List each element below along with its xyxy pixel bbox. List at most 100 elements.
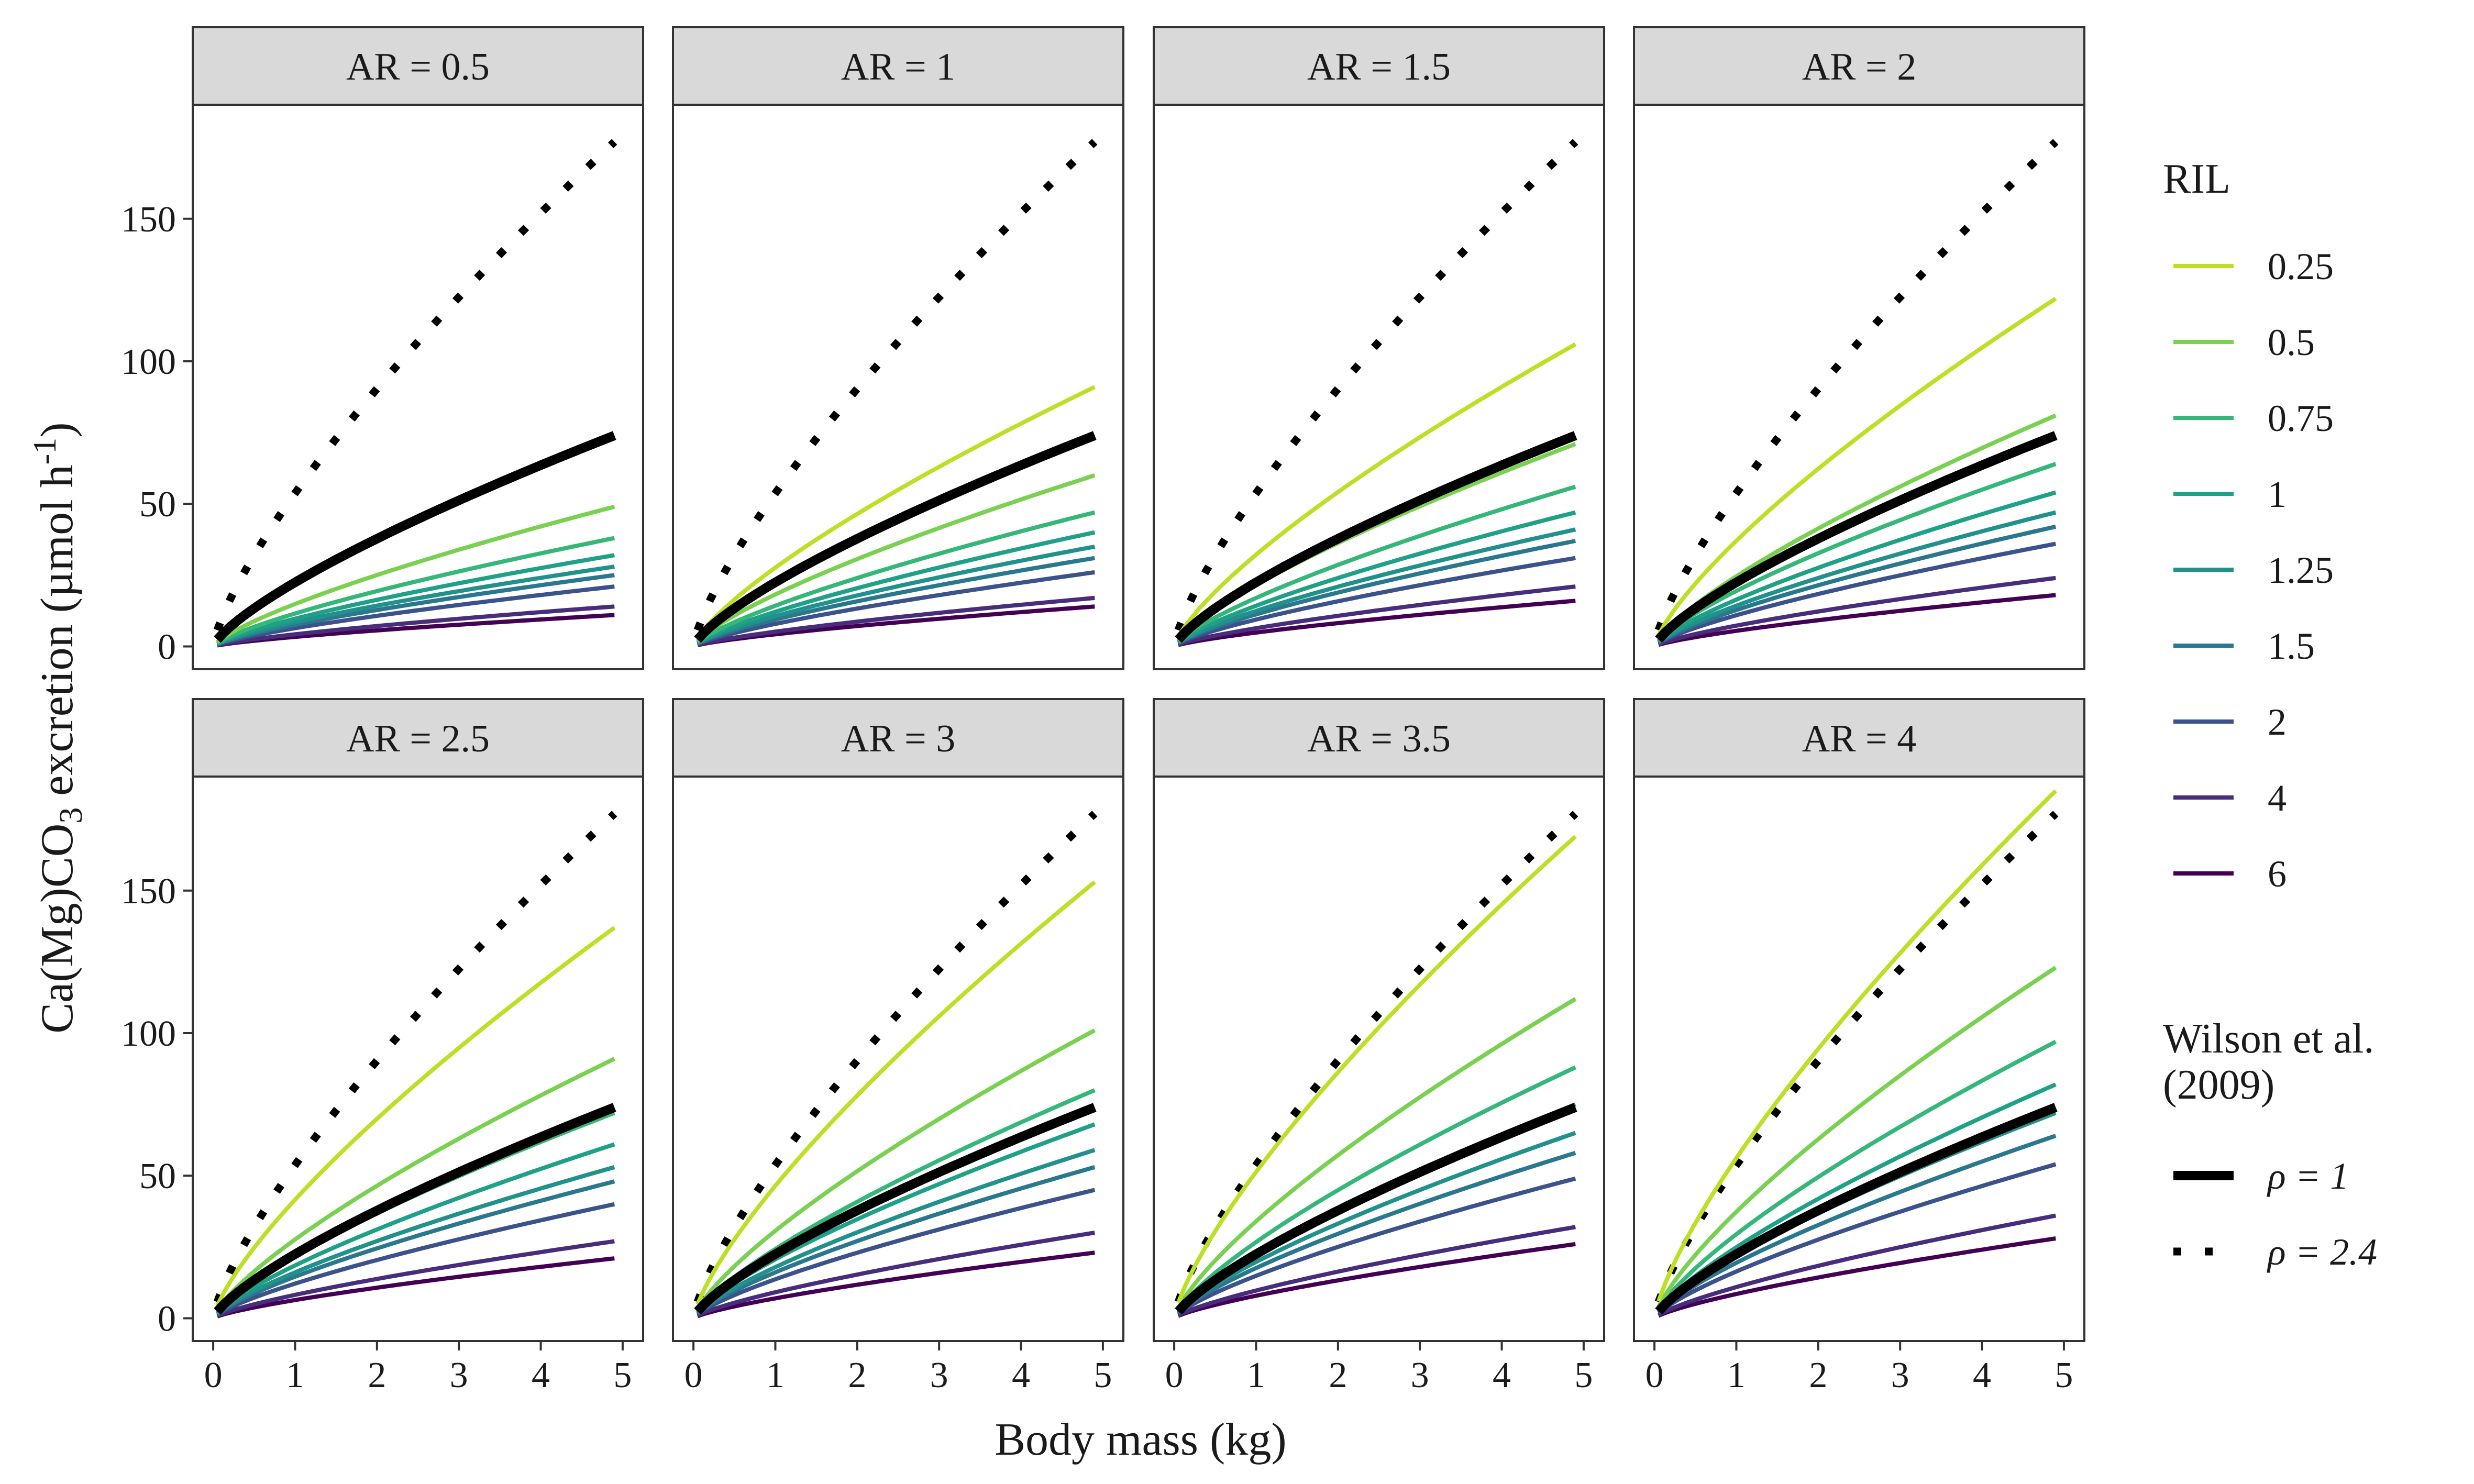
panel-border — [1633, 104, 2085, 670]
facet-panel: AR = 4 — [1633, 698, 2085, 1342]
y-tick-label: 150 — [121, 200, 176, 240]
panel-border — [672, 104, 1124, 670]
reference-line-rho-1 — [214, 1103, 616, 1315]
ril-line-2 — [1177, 556, 1576, 646]
facet-strip-label: AR = 0.5 — [346, 46, 490, 88]
y-axis-title: Ca(Mg)CO3 excretion (µmol h-1) — [27, 422, 89, 1033]
reference-line-rho-1 — [1175, 431, 1577, 643]
legend-label-ril-0.75: 0.75 — [2268, 397, 2334, 439]
panel-border — [672, 776, 1124, 1342]
reference-line-rho-1 — [1175, 1103, 1577, 1315]
ril-line-0.5 — [1176, 997, 1577, 1309]
reference-line-rho-1 — [694, 1103, 1097, 1315]
panel-background — [673, 777, 1123, 1341]
x-tick-label: 0 — [1645, 1355, 1664, 1396]
y-axis-title-mid: excretion (µmol h — [32, 464, 83, 807]
ril-line-4 — [217, 604, 615, 647]
ril-line-6 — [1178, 599, 1576, 647]
panel-border — [192, 104, 644, 670]
ril-line-1.25 — [1177, 527, 1576, 645]
facet-panel: AR = 2.5 — [192, 698, 644, 1342]
legend-label-wilson-rho-1: ρ = 1 — [2267, 1155, 2349, 1197]
y-tick-label: 100 — [121, 342, 176, 382]
ril-line-0.25 — [695, 385, 1096, 639]
ril-line-1.25 — [1177, 1131, 1576, 1314]
reference-line-rho-2.4 — [213, 139, 617, 632]
panel-border — [1153, 776, 1605, 1342]
legend-label-ril-1: 1 — [2268, 473, 2287, 515]
facet-panels: AR = 0.5 AR = 1 AR = 1.5 AR = 2 AR = 2.5 AR =… — [192, 26, 2085, 1342]
reference-line-rho-2.4 — [1174, 811, 1578, 1304]
ril-line-6 — [1658, 593, 2056, 647]
reference-line-rho-2.4 — [1654, 139, 2059, 632]
ril-line-4 — [1177, 1225, 1576, 1317]
x-tick-label: 2 — [1809, 1355, 1827, 1396]
ril-line-4 — [697, 1231, 1095, 1317]
ril-line-0.25 — [1656, 789, 2058, 1302]
ril-line-0.25 — [1656, 296, 2057, 637]
reference-line-rho-2.4 — [1654, 811, 2059, 1304]
x-tick-label: 1 — [1727, 1355, 1746, 1396]
ril-line-0.5 — [696, 473, 1096, 643]
legend-label-ril-6: 6 — [2268, 853, 2287, 895]
ril-line-0.5 — [695, 1028, 1096, 1311]
ril-line-2 — [696, 1188, 1096, 1316]
ril-line-1.5 — [1657, 1134, 2057, 1314]
legend-label-ril-0.25: 0.25 — [2268, 246, 2334, 287]
ril-line-6 — [697, 604, 1095, 647]
ril-line-6 — [217, 613, 615, 648]
reference-line-rho-2.4 — [693, 139, 1098, 632]
ril-line-0.25 — [1176, 342, 1577, 638]
x-tick-label: 3 — [1411, 1355, 1429, 1396]
panel-border — [1153, 104, 1605, 670]
ril-line-1 — [1657, 490, 2057, 644]
x-tick-label: 5 — [1574, 1355, 1593, 1396]
panel-border — [1633, 776, 2085, 1342]
reference-line-rho-1 — [1655, 431, 2058, 643]
ril-line-0.75 — [1656, 1039, 2057, 1311]
ril-line-1.5 — [216, 573, 615, 646]
legend-label-ril-4: 4 — [2268, 777, 2287, 819]
facet-strip-label: AR = 4 — [1802, 717, 1917, 760]
x-tick-label: 0 — [684, 1355, 703, 1396]
facet-panel: AR = 1 — [672, 26, 1124, 670]
facet-strip-label: AR = 1 — [841, 46, 956, 88]
facet-panel: AR = 0.5 — [192, 26, 644, 670]
reference-line-rho-1 — [1655, 1103, 2058, 1315]
facet-strip — [192, 26, 644, 106]
legend: RIL 0.25 0.5 0.75 1 1.25 1.5 2 4 6 Wilson et al.… — [2163, 156, 2377, 1273]
y-tick-label: 100 — [121, 1014, 176, 1054]
reference-line-rho-2.4 — [1174, 139, 1578, 632]
ril-line-1.5 — [697, 556, 1095, 646]
panel-border — [192, 776, 644, 1342]
ril-line-0.25 — [1176, 835, 1577, 1304]
reference-line-rho-1 — [214, 431, 616, 643]
reference-line-rho-2.4 — [213, 811, 617, 1304]
legend-label-ril-0.5: 0.5 — [2268, 322, 2315, 363]
x-tick-label: 1 — [286, 1355, 304, 1396]
legend-title-ril: RIL — [2163, 156, 2230, 202]
ril-line-1.5 — [216, 1179, 615, 1316]
y-tick-label: 150 — [121, 871, 176, 912]
x-tick-label: 4 — [1493, 1355, 1511, 1396]
facet-panel: AR = 3 — [672, 698, 1124, 1342]
legend-label-wilson-rho-2.4: ρ = 2.4 — [2267, 1231, 2377, 1273]
ril-line-0.5 — [215, 1057, 616, 1311]
reference-line-rho-2.4 — [693, 811, 1098, 1304]
facet-strip — [1633, 26, 2085, 106]
y-tick-label: 50 — [139, 1156, 176, 1197]
ril-line-0.5 — [1656, 966, 2057, 1308]
ril-line-1.5 — [696, 1165, 1096, 1315]
ril-line-1 — [1656, 1082, 2057, 1312]
x-tick-label: 3 — [930, 1355, 948, 1396]
x-tick-label: 1 — [1247, 1355, 1265, 1396]
ril-line-2 — [1658, 541, 2057, 645]
y-axes: 0 50 100 150 0 50 100 150 — [121, 200, 193, 1339]
facet-strip — [672, 698, 1124, 778]
x-tick-label: 3 — [450, 1355, 468, 1396]
ril-line-4 — [1177, 584, 1576, 647]
x-tick-label: 1 — [766, 1355, 785, 1396]
facet-strip — [1153, 26, 1605, 106]
y-tick-label: 50 — [139, 484, 176, 525]
